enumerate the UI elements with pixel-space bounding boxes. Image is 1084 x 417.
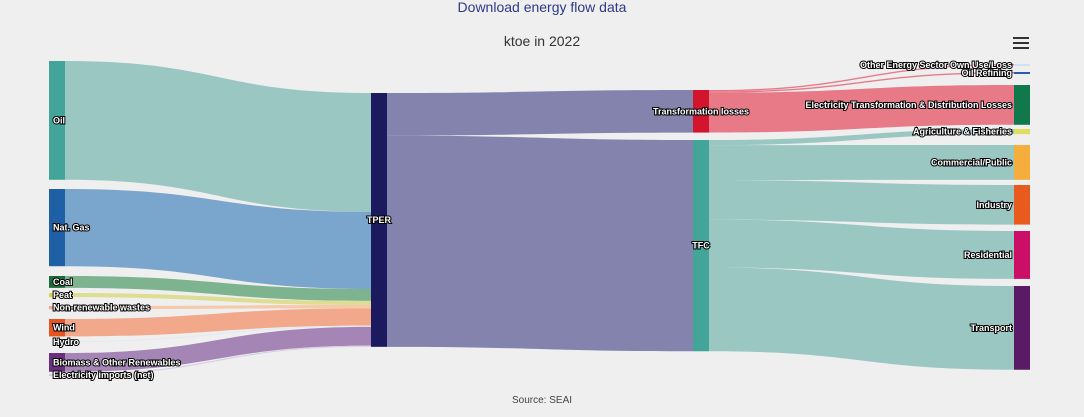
flow-link-tfc-to-comm[interactable]	[709, 145, 1014, 180]
flow-link-coal-to-tper[interactable]	[65, 276, 371, 301]
node-label-trans: Transport	[970, 323, 1012, 333]
flow-link-imp-to-tper[interactable]	[65, 345, 371, 376]
node-label-bio: Biomass & Other Renewables	[53, 357, 181, 367]
flow-link-bio-to-tper[interactable]	[65, 326, 371, 372]
node-tl[interactable]	[693, 90, 709, 133]
node-oref[interactable]	[1014, 72, 1030, 74]
flow-link-tfc-to-trans[interactable]	[709, 267, 1014, 370]
links-layer	[65, 61, 1014, 376]
node-label-coal: Coal	[53, 277, 73, 287]
node-label-agri: Agriculture & Fisheries	[913, 127, 1012, 137]
node-label-oref: Oil Refining	[962, 68, 1013, 78]
flow-link-wind-to-tper[interactable]	[65, 308, 371, 337]
node-label-ind: Industry	[976, 200, 1012, 210]
node-label-res: Residential	[964, 250, 1012, 260]
flow-link-nrw-to-tper[interactable]	[65, 305, 371, 310]
flow-link-tper-to-tl[interactable]	[387, 90, 693, 136]
flow-link-peat-to-tper[interactable]	[65, 293, 371, 306]
node-label-tl: Transformation losses	[653, 106, 749, 116]
node-bio[interactable]	[49, 353, 65, 372]
node-gas[interactable]	[49, 189, 65, 267]
node-label-nrw: Non-renewable wastes	[53, 303, 150, 313]
node-oeso[interactable]	[1014, 64, 1030, 66]
flow-link-hydro-to-tper[interactable]	[65, 325, 371, 343]
node-trans[interactable]	[1014, 286, 1030, 370]
node-label-etd: Electricity Transformation & Distributio…	[805, 100, 1012, 110]
flow-link-tl-to-oeso[interactable]	[709, 64, 1014, 92]
node-tfc[interactable]	[693, 140, 709, 352]
node-nrw[interactable]	[49, 306, 65, 310]
node-label-peat: Peat	[53, 290, 72, 300]
node-coal[interactable]	[49, 276, 65, 288]
node-etd[interactable]	[1014, 85, 1030, 125]
source-credit: Source: SEAI	[511, 395, 573, 406]
node-label-comm: Commercial/Public	[931, 157, 1012, 167]
node-label-gas: Nat. Gas	[53, 223, 90, 233]
hamburger-menu-icon[interactable]	[1011, 34, 1031, 54]
node-label-imp: Electricity imports (net)	[53, 370, 154, 380]
node-label-oeso: Other Energy Sector Own Use/Loss	[860, 60, 1012, 70]
node-label-oil: Oil	[53, 115, 65, 125]
flow-link-tper-to-tfc[interactable]	[387, 135, 693, 352]
node-oil[interactable]	[49, 61, 65, 180]
node-label-hydro: Hydro	[53, 337, 80, 347]
flow-link-tfc-to-ind[interactable]	[709, 179, 1014, 225]
node-agri[interactable]	[1014, 129, 1030, 135]
node-tper[interactable]	[371, 93, 387, 347]
node-comm[interactable]	[1014, 145, 1030, 180]
flow-link-oil-to-tper[interactable]	[65, 61, 371, 212]
nodes-layer	[49, 61, 1030, 376]
node-imp[interactable]	[49, 374, 65, 376]
flow-link-tfc-to-agri[interactable]	[709, 129, 1014, 146]
flow-link-tl-to-etd[interactable]	[709, 85, 1014, 133]
node-hydro[interactable]	[49, 341, 65, 343]
node-label-tfc: TFC	[692, 241, 710, 251]
flow-link-tl-to-oref[interactable]	[709, 72, 1014, 93]
node-label-tper: TPER	[367, 215, 392, 225]
node-peat[interactable]	[49, 293, 65, 298]
node-ind[interactable]	[1014, 185, 1030, 225]
node-wind[interactable]	[49, 319, 65, 337]
flow-link-tfc-to-res[interactable]	[709, 219, 1014, 279]
node-res[interactable]	[1014, 231, 1030, 279]
download-energy-flow-link[interactable]: Download energy flow data	[457, 0, 627, 15]
labels-layer: Oil Nat. Gas Coal Peat Non-renewable wastes W…	[52, 59, 1013, 381]
node-label-wind: Wind	[53, 323, 75, 333]
chart-title: ktoe in 2022	[503, 33, 581, 49]
flow-link-gas-to-tper[interactable]	[65, 189, 371, 290]
